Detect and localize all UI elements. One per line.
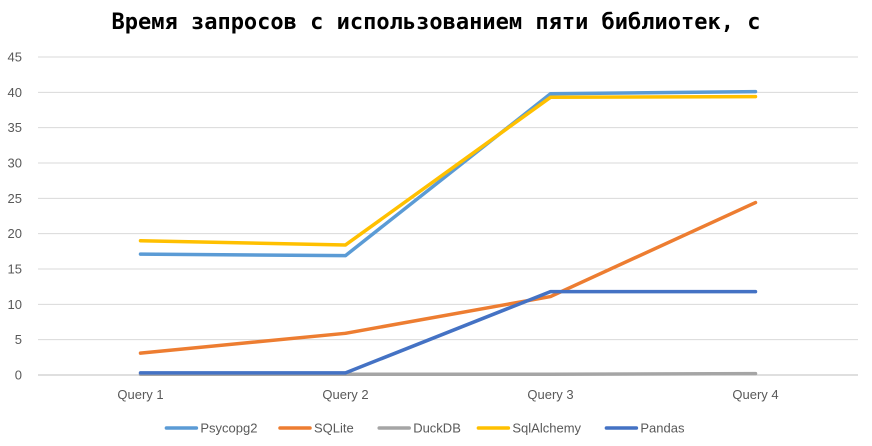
y-tick-label: 35 [8, 120, 22, 135]
y-tick-label: 5 [15, 332, 22, 347]
data-point-pandas [549, 290, 552, 294]
series-line-sqlalchemy [138, 94, 758, 247]
legend-label: SqlAlchemy [512, 421, 581, 436]
legend-label: DuckDB [413, 421, 461, 436]
x-axis-tick-labels: Query 1 Query 2 Query 3 Query 4 [117, 387, 778, 402]
legend-item-sqlite: SQLite [278, 421, 354, 436]
legend-item-duckdb: DuckDB [377, 421, 461, 436]
data-point-pandas [344, 371, 347, 375]
data-point-sqlite [549, 295, 552, 299]
chart-title: Время запросов с использованием пяти биб… [111, 10, 761, 35]
legend-item-psycopg2: Psycopg2 [164, 421, 257, 436]
legend-label: Psycopg2 [200, 421, 257, 436]
data-point-sqlite [139, 351, 142, 355]
data-point-psycopg2 [344, 254, 347, 258]
data-point-psycopg2 [549, 92, 552, 96]
data-point-pandas [754, 290, 757, 294]
x-tick-label: Query 1 [117, 387, 163, 402]
series-line-pandas [138, 289, 758, 375]
data-point-pandas [139, 371, 142, 375]
series-lines [138, 89, 758, 377]
y-tick-label: 30 [8, 156, 22, 171]
data-point-sqlalchemy [754, 95, 757, 99]
y-tick-label: 10 [8, 297, 22, 312]
legend-item-sqlalchemy: SqlAlchemy [476, 421, 582, 436]
x-tick-label: Query 3 [527, 387, 573, 402]
data-point-psycopg2 [754, 90, 757, 94]
data-point-psycopg2 [139, 252, 142, 256]
data-point-sqlalchemy [549, 95, 552, 99]
y-tick-label: 40 [8, 85, 22, 100]
legend: Psycopg2 SQLite DuckDB SqlAlchemy Pandas [164, 421, 685, 436]
legend-label: SQLite [314, 421, 354, 436]
x-tick-label: Query 4 [732, 387, 778, 402]
series-line-sqlite [138, 200, 758, 355]
data-point-sqlite [344, 331, 347, 335]
y-tick-label: 0 [15, 368, 22, 383]
y-tick-label: 20 [8, 226, 22, 241]
legend-label: Pandas [640, 421, 685, 436]
y-axis-tick-labels: 0 5 10 15 20 25 30 35 40 45 [8, 50, 22, 383]
y-tick-label: 25 [8, 191, 22, 206]
legend-item-pandas: Pandas [604, 421, 685, 436]
data-point-duckdb [549, 372, 552, 376]
data-point-sqlite [754, 201, 757, 205]
data-point-sqlalchemy [344, 243, 347, 247]
y-tick-label: 15 [8, 262, 22, 277]
data-point-sqlalchemy [139, 239, 142, 243]
y-tick-label: 45 [8, 50, 22, 65]
data-point-duckdb [754, 372, 757, 376]
x-tick-label: Query 2 [322, 387, 368, 402]
series-line-psycopg2 [138, 89, 758, 258]
gridlines [38, 56, 858, 376]
